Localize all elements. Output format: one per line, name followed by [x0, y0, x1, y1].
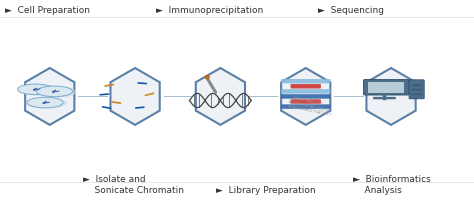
FancyBboxPatch shape	[373, 97, 396, 100]
Ellipse shape	[119, 103, 121, 104]
Text: ►  Cell Preparation: ► Cell Preparation	[5, 6, 90, 15]
Text: ►  Sequencing: ► Sequencing	[318, 6, 383, 15]
FancyBboxPatch shape	[291, 85, 321, 89]
Ellipse shape	[27, 98, 67, 109]
Text: ►  Bioinformatics
    Analysis: ► Bioinformatics Analysis	[353, 175, 431, 194]
Polygon shape	[110, 69, 160, 125]
Ellipse shape	[27, 98, 63, 108]
Polygon shape	[366, 69, 416, 125]
Polygon shape	[25, 69, 74, 125]
Polygon shape	[281, 69, 330, 125]
FancyBboxPatch shape	[411, 94, 422, 96]
Text: ►  Library Preparation: ► Library Preparation	[216, 185, 315, 194]
Text: ►  Isolate and
    Sonicate Chromatin: ► Isolate and Sonicate Chromatin	[83, 175, 184, 194]
FancyBboxPatch shape	[281, 105, 330, 109]
Ellipse shape	[36, 87, 73, 97]
Ellipse shape	[205, 76, 210, 79]
FancyBboxPatch shape	[364, 80, 409, 96]
Text: CTGACTAAGCCTG: CTGACTAAGCCTG	[292, 96, 324, 106]
Ellipse shape	[112, 84, 114, 86]
Ellipse shape	[18, 85, 54, 95]
FancyBboxPatch shape	[368, 82, 404, 93]
Ellipse shape	[152, 93, 155, 95]
Ellipse shape	[36, 87, 76, 98]
FancyBboxPatch shape	[411, 89, 422, 91]
FancyBboxPatch shape	[291, 100, 321, 104]
Text: ►  Immunoprecipitation: ► Immunoprecipitation	[156, 6, 264, 15]
FancyBboxPatch shape	[409, 80, 424, 99]
FancyBboxPatch shape	[411, 85, 422, 87]
FancyBboxPatch shape	[281, 80, 330, 84]
FancyBboxPatch shape	[281, 90, 330, 94]
FancyBboxPatch shape	[281, 95, 330, 99]
Text: GACTCTAGAGACGTACGC: GACTCTAGAGACGTACGC	[288, 99, 330, 112]
Polygon shape	[196, 69, 245, 125]
Text: ACGACTAGAGCTGACGCCT: ACGACTAGAGCTGACGCCT	[288, 103, 332, 117]
Ellipse shape	[18, 85, 57, 96]
